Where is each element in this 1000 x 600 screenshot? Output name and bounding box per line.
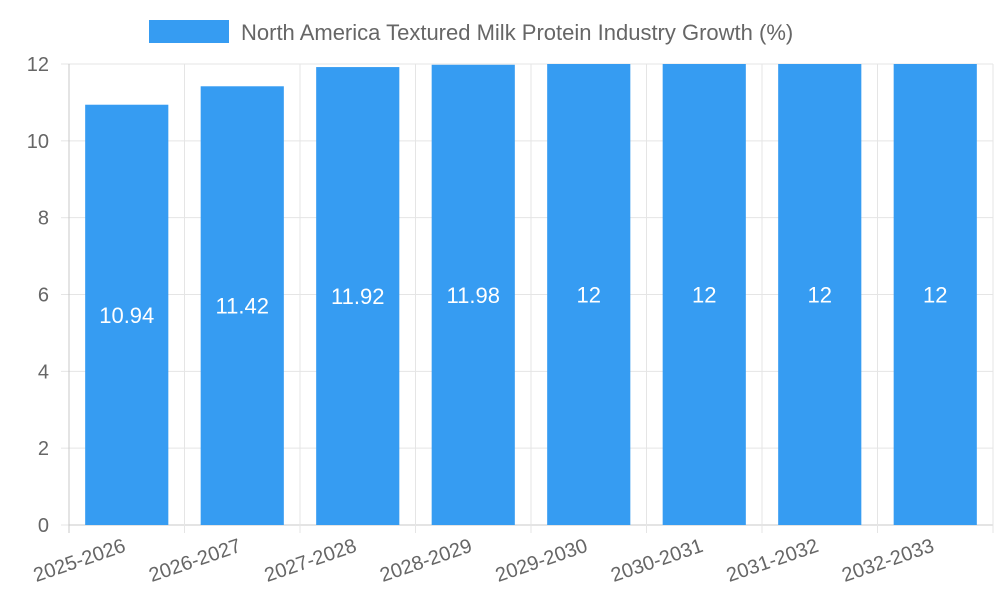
y-tick-label: 8 (38, 208, 49, 230)
legend-label: North America Textured Milk Protein Indu… (241, 20, 793, 45)
legend-swatch (149, 20, 229, 43)
bar (85, 104, 169, 525)
bar-data-label: 10.94 (99, 303, 154, 328)
bar (893, 64, 977, 525)
bar-data-label: 12 (923, 283, 947, 308)
bar-data-label: 11.92 (331, 284, 384, 309)
bar (316, 67, 400, 525)
legend[interactable]: North America Textured Milk Protein Indu… (149, 20, 793, 45)
y-tick-label: 4 (38, 361, 49, 383)
y-tick-label: 10 (27, 131, 49, 153)
x-axis-ticks: 2025-2026 2026-2027 2027-2028 2028-2029 2029… (31, 535, 937, 587)
x-tick-label: 2030-2031 (608, 535, 706, 587)
x-tick-label: 2029-2030 (493, 535, 591, 587)
y-tick-label: 0 (38, 515, 49, 537)
bar-data-label: 11.98 (447, 283, 500, 308)
bar (431, 64, 515, 525)
y-tick-label: 6 (38, 285, 49, 307)
bar-data-label: 12 (808, 283, 832, 308)
bar-data-label: 12 (577, 283, 601, 308)
y-axis-ticks: 0 2 4 6 8 10 12 (27, 54, 49, 537)
x-tick-label: 2032-2033 (839, 535, 937, 587)
data-labels: 10.94 11.42 11.92 11.98 12 12 12 12 (99, 283, 947, 328)
x-tick-label: 2028-2029 (377, 535, 475, 587)
bar (547, 64, 631, 525)
bar (200, 86, 284, 525)
bars (85, 64, 977, 525)
x-tick-label: 2025-2026 (31, 535, 129, 587)
x-tick-label: 2026-2027 (146, 535, 244, 587)
y-tick-label: 2 (38, 438, 49, 460)
bar (778, 64, 862, 525)
x-tick-label: 2031-2032 (724, 535, 822, 587)
y-tick-label: 12 (27, 54, 49, 76)
bar-data-label: 12 (692, 283, 716, 308)
x-tick-label: 2027-2028 (262, 535, 360, 587)
bar (662, 64, 746, 525)
bar-data-label: 11.42 (216, 294, 269, 319)
